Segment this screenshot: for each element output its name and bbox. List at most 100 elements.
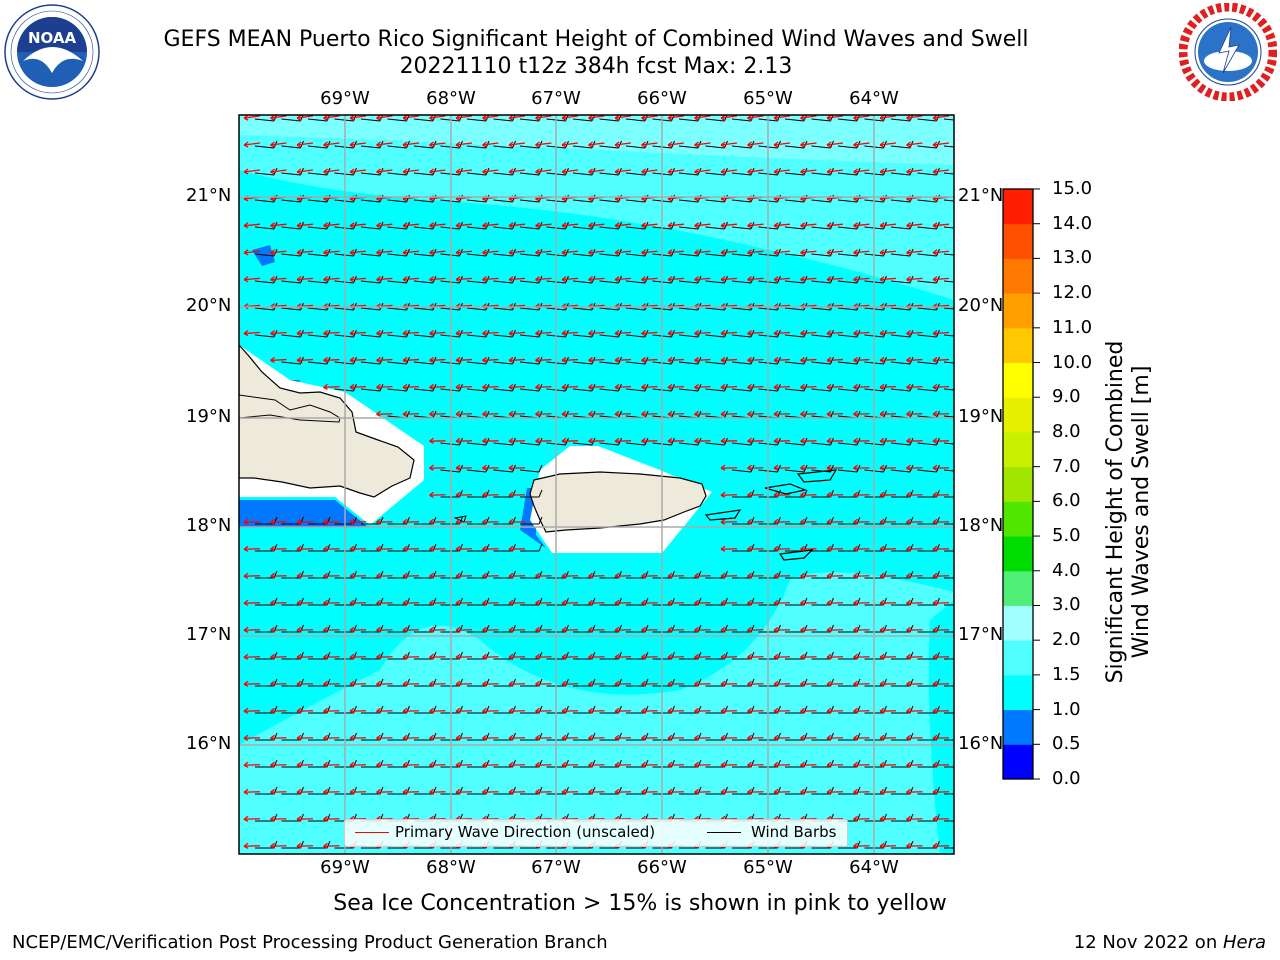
wave-direction-arrowhead [270,356,275,364]
wave-direction-arrow [270,521,287,523]
wind-barb [599,597,622,606]
wave-direction-arrowhead [773,356,779,364]
wave-direction-arrowhead [535,734,540,741]
wave-direction-arrow [429,521,446,523]
wave-direction-arrow [932,169,950,173]
wave-direction-arrowhead [853,518,858,525]
wave-direction-arrow [296,142,314,146]
wave-direction-arrowhead [376,141,381,148]
wave-direction-arrow [641,710,658,712]
wave-direction-arrow [588,413,605,415]
wave-direction-arrow [694,223,711,227]
wave-direction-arrow [694,169,711,173]
wave-direction-arrow [455,602,473,604]
wave-direction-arrow [747,142,764,146]
wave-direction-arrowhead [270,329,275,337]
wave-direction-arrow [667,575,685,577]
wave-direction-arrowhead [906,761,911,768]
wave-direction-arrowhead [535,329,540,337]
wave-direction-arrowhead [694,761,699,768]
wind-barb [785,624,808,633]
wave-direction-arrowhead [561,572,567,579]
wave-direction-arrow [747,764,764,766]
wind-barb [493,543,516,552]
wave-direction-arrow [906,277,923,281]
wind-barb [255,516,278,525]
wave-direction-arrowhead [667,141,673,148]
wave-direction-label: Primary Wave Direction (unscaled) [395,823,656,841]
wave-direction-arrow [667,764,685,766]
wind-barb [520,705,543,714]
wave-direction-arrowhead [826,788,832,795]
wave-direction-arrowhead [270,599,275,606]
wave-direction-arrow [323,656,340,658]
wave-direction-arrowhead [932,572,938,579]
wave-direction-arrowhead [773,383,779,390]
wave-direction-arrow [508,413,526,415]
wave-direction-arrow [508,169,526,173]
wind-barb [838,570,861,579]
wave-direction-arrow [429,494,446,496]
wave-direction-arrowhead [614,734,620,741]
wave-direction-arrow [826,548,844,550]
wave-direction-arrowhead [773,734,779,741]
wave-direction-arrowhead [402,707,408,714]
wave-direction-arrow [402,791,420,793]
wave-direction-arrow [561,656,579,658]
wave-direction-arrow [296,602,314,604]
wave-direction-arrowhead [932,356,938,364]
wave-direction-arrow [800,764,817,766]
wind-barb [811,489,834,498]
wave-direction-arrow [773,331,791,335]
wave-direction-arrowhead [508,356,514,364]
wind-barb [519,464,543,473]
wind-barb [281,570,304,579]
wave-direction-arrowhead [826,761,832,768]
wave-direction-arrow [455,656,473,658]
wave-direction-arrowhead [429,141,434,148]
wave-direction-arrow [349,656,367,658]
wave-direction-arrow [243,710,261,712]
wind-barb [387,732,410,741]
wind-barb [732,759,755,768]
wind-barb [493,678,516,687]
wind-barb [917,651,940,660]
wave-direction-arrow [561,385,579,389]
wind-barb [308,813,331,822]
wind-barb [626,705,649,714]
wind-barb [440,705,463,714]
wave-direction-arrow [614,385,632,389]
wave-direction-arrowhead [720,141,726,148]
wave-direction-arrow [720,277,738,281]
wave-direction-arrow [853,521,870,523]
wave-direction-arrowhead [588,410,593,417]
wind-barb [361,516,384,525]
wave-direction-arrow [800,250,817,254]
wave-direction-arrow [800,602,817,604]
wave-direction-arrow [906,683,923,685]
wave-direction-arrowhead [296,329,302,337]
wave-direction-arrow [906,223,923,227]
lon-tick-label-bottom: 68°W [426,857,476,878]
colorbar-tick-label: 7.0 [1052,455,1081,477]
wave-direction-arrowhead [561,788,567,795]
wave-direction-arrow [614,710,632,712]
wave-direction-arrowhead [853,276,858,283]
colorbar-label-line1: Significant Height of Combined [1103,340,1128,684]
wave-direction-arrow [482,710,499,712]
wave-direction-arrow [429,629,446,631]
wave-direction-arrowhead [879,518,885,525]
wave-direction-arrowhead [349,599,355,606]
wave-direction-arrow [429,277,446,281]
wave-direction-arrowhead [535,356,540,364]
wave-direction-arrowhead [773,545,779,552]
wave-direction-arrowhead [906,653,911,660]
wind-barb [334,543,357,552]
wave-direction-arrowhead [588,761,593,768]
wind-barb [811,570,834,579]
wind-barb [281,543,304,552]
wave-direction-arrowhead [296,356,302,364]
wind-barb [281,732,304,741]
wave-direction-arrow [641,737,658,739]
